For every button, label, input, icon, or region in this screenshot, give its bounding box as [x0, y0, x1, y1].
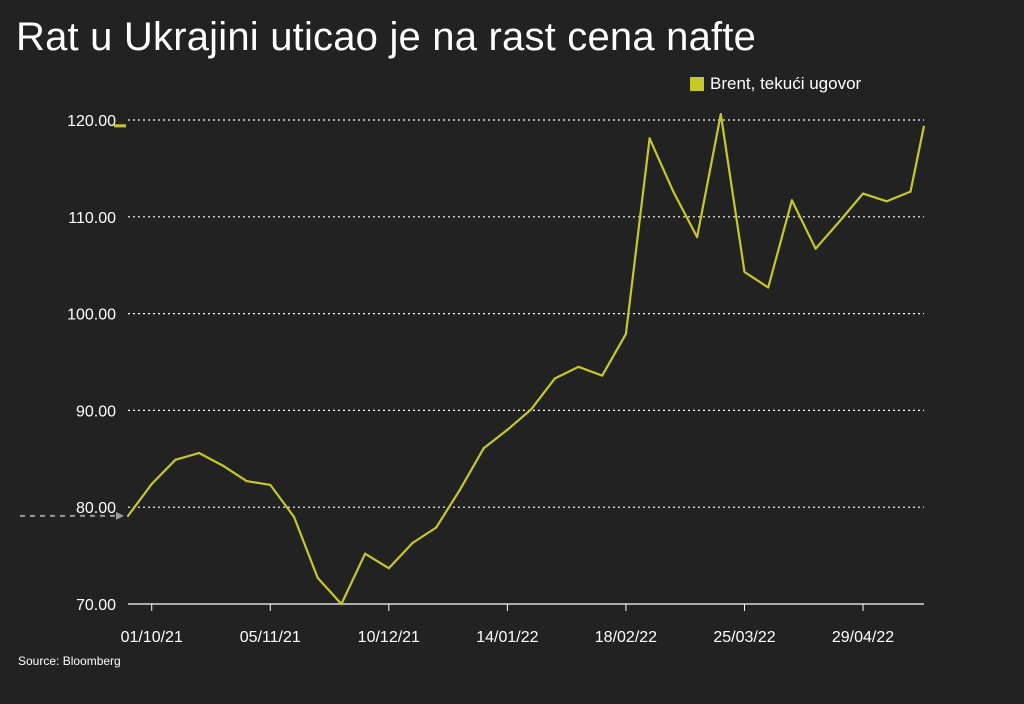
- x-tick-label: 25/03/22: [713, 629, 775, 646]
- data-point: [126, 514, 130, 518]
- data-point: [458, 488, 462, 491]
- data-point: [316, 576, 319, 579]
- x-tick-label: 29/04/22: [832, 629, 894, 646]
- data-point: [767, 286, 770, 289]
- data-point: [150, 482, 153, 486]
- data-point: [529, 408, 533, 411]
- x-tick-label: 10/12/21: [358, 629, 420, 646]
- data-point: [435, 526, 438, 529]
- data-point: [672, 190, 675, 193]
- data-point: [506, 428, 509, 431]
- data-point: [174, 458, 177, 461]
- x-tick-label: 18/02/22: [595, 629, 657, 646]
- data-point: [411, 541, 414, 545]
- data-point: [861, 192, 865, 195]
- y-tick-label: 120.00: [67, 113, 116, 130]
- data-point: [601, 374, 604, 377]
- data-point: [624, 332, 628, 336]
- data-point: [695, 236, 699, 239]
- data-point: [719, 113, 722, 116]
- legend: Brent, tekući ugovor: [690, 74, 861, 94]
- y-tick-label: 70.00: [76, 597, 116, 614]
- x-tick-label: 01/10/21: [121, 629, 183, 646]
- data-point: [340, 602, 343, 606]
- data-point: [221, 464, 224, 467]
- data-point: [245, 479, 248, 483]
- data-point: [648, 137, 651, 140]
- legend-swatch: [690, 77, 704, 91]
- data-point: [743, 270, 746, 274]
- y-tick-label: 90.00: [76, 403, 116, 420]
- x-tick-label: 05/11/21: [240, 629, 301, 646]
- series-line-brent: [127, 113, 926, 606]
- data-point: [292, 515, 296, 518]
- data-point: [814, 247, 817, 250]
- y-tick-label: 100.00: [67, 307, 116, 324]
- data-point: [364, 552, 367, 555]
- data-point: [885, 200, 888, 203]
- data-point: [198, 451, 201, 455]
- y-tick-label: 80.00: [76, 500, 116, 517]
- last-value-marker: [114, 124, 126, 128]
- chart-title: Rat u Ukrajini uticao je na rast cena na…: [16, 15, 757, 59]
- data-point: [269, 483, 272, 487]
- source-note: Source: Bloomberg: [18, 654, 121, 668]
- data-point: [482, 447, 485, 450]
- y-tick-label: 110.00: [68, 210, 116, 227]
- legend-label: Brent, tekući ugovor: [710, 74, 862, 93]
- data-point: [790, 199, 793, 202]
- data-point: [553, 377, 556, 380]
- data-point: [577, 365, 580, 368]
- data-point: [909, 190, 912, 193]
- data-point: [387, 567, 390, 570]
- start-value-arrow: [116, 511, 124, 520]
- data-point: [838, 220, 841, 223]
- x-tick-label: 14/01/22: [476, 629, 538, 646]
